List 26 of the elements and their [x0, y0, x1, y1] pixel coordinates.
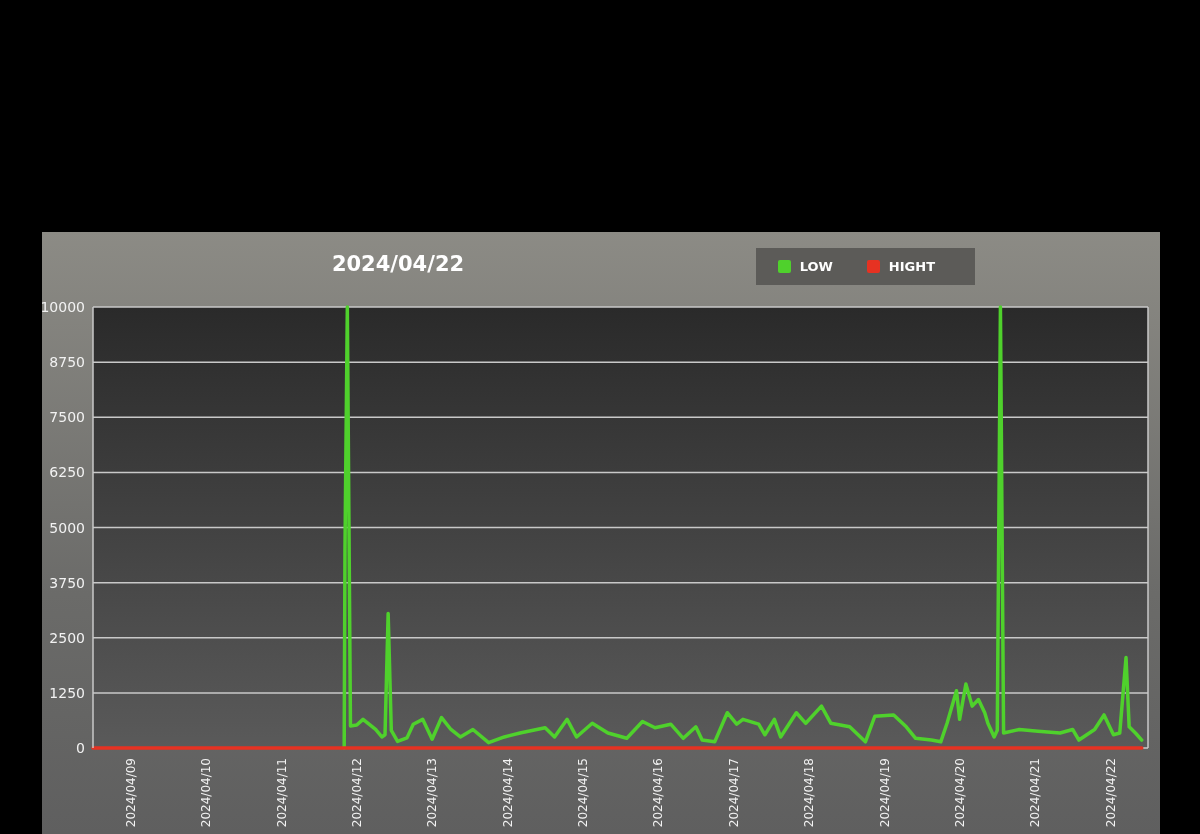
y-tick-label: 5000: [49, 519, 85, 536]
y-tick-label: 3750: [49, 574, 85, 591]
x-tick-label: 2024/04/10: [199, 758, 214, 828]
x-tick-label: 2024/04/18: [802, 758, 817, 828]
y-tick-label: 7500: [49, 409, 85, 426]
x-tick-label: 2024/04/14: [500, 758, 515, 828]
x-tick-label: 2024/04/13: [425, 758, 440, 828]
y-tick-label: 6250: [49, 464, 85, 481]
y-tick-label: 10000: [40, 299, 85, 316]
x-tick-label: 2024/04/15: [576, 758, 591, 828]
x-tick-label: 2024/04/22: [1103, 758, 1118, 828]
x-tick-label: 2024/04/16: [651, 758, 666, 828]
chart-title: 2024/04/22: [331, 252, 465, 276]
y-tick-label: 8750: [49, 354, 85, 371]
legend-label: LOW: [799, 259, 833, 274]
x-tick-label: 2024/04/21: [1028, 758, 1043, 828]
y-tick-label: 1250: [49, 684, 85, 701]
y-tick-label: 0: [76, 740, 85, 757]
x-tick-label: 2024/04/17: [726, 758, 741, 828]
x-tick-label: 2024/04/19: [877, 758, 892, 828]
x-tick-label: 2024/04/09: [124, 758, 138, 828]
legend-label: HIGHT: [888, 259, 935, 274]
x-tick-label: 2024/04/20: [952, 758, 967, 828]
x-tick-label: 2024/04/11: [274, 758, 289, 828]
y-tick-label: 2500: [49, 629, 85, 646]
x-tick-label: 2024/04/12: [350, 758, 365, 828]
